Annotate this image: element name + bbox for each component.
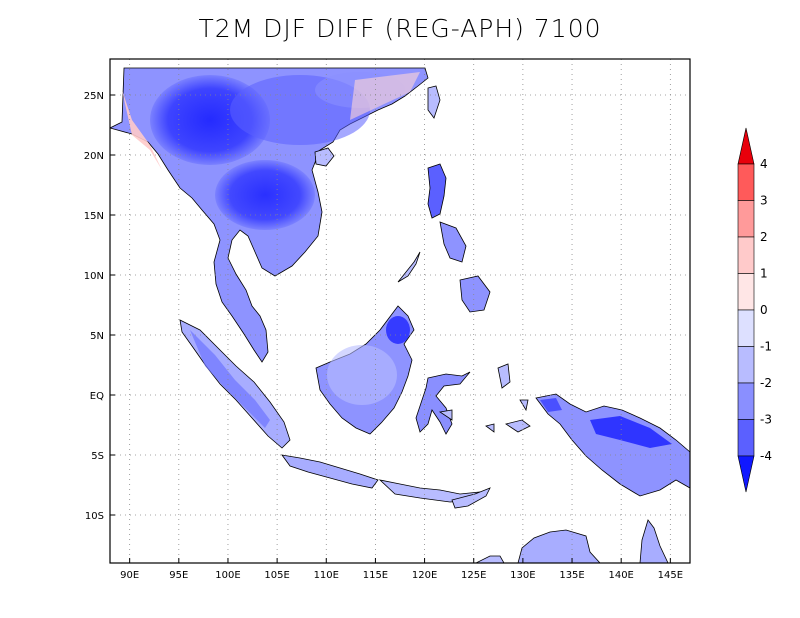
map-grid — [110, 59, 690, 563]
mindanao — [459, 275, 491, 313]
lon-tick-label: 95E — [169, 570, 188, 581]
colorbar-segment — [737, 236, 755, 274]
cape-york — [639, 519, 669, 563]
land-shading — [110, 67, 690, 563]
lat-tick-label: 15N — [84, 211, 104, 222]
lat-tick-label: EQ — [90, 391, 104, 402]
australia-north — [517, 529, 601, 563]
map-frame — [109, 58, 691, 564]
sulawesi — [415, 371, 471, 435]
lon-tick-label: 110E — [314, 570, 339, 581]
lat-tick-label: 25N — [84, 91, 104, 102]
lon-tick-label: 115E — [363, 570, 388, 581]
luzon — [427, 163, 447, 219]
colorbar-label: 1 — [760, 267, 768, 281]
lon-tick-label: 100E — [215, 570, 240, 581]
colorbar-segment — [737, 382, 755, 420]
colorbar-label: 2 — [760, 230, 768, 244]
lon-tick-label: 145E — [658, 570, 683, 581]
colorbar-segment — [737, 163, 755, 201]
lon-tick-label: 140E — [608, 570, 633, 581]
colorbar-label: 3 — [760, 194, 768, 208]
lat-tick-label: 20N — [84, 151, 104, 162]
seram — [505, 419, 531, 433]
lon-tick-label: 130E — [510, 570, 535, 581]
colorbar-label: -1 — [760, 340, 772, 354]
lon-tick-label: 135E — [559, 570, 584, 581]
hainan — [314, 147, 335, 167]
map-title: T2M DJF DIFF (REG-APH) 7100 — [198, 14, 602, 43]
visayas — [439, 221, 467, 263]
colorbar: 4 3 2 1 0 -1 -2 -3 -4 — [737, 127, 772, 493]
colorbar-segment — [737, 309, 755, 347]
lon-tick-label: 105E — [264, 570, 289, 581]
java — [281, 454, 379, 489]
colorbar-segment — [737, 346, 755, 384]
lon-tick-label: 125E — [461, 570, 486, 581]
lat-tick-label: 5S — [91, 451, 104, 462]
colorbar-label: 0 — [760, 303, 768, 317]
colorbar-label: -2 — [760, 376, 772, 390]
palawan — [397, 251, 421, 283]
colorbar-segment — [737, 273, 755, 311]
colorbar-over-triangle — [737, 127, 755, 165]
lon-tick-label: 90E — [120, 570, 139, 581]
lat-tick-label: 10N — [84, 271, 104, 282]
colorbar-label: -3 — [760, 413, 772, 427]
colorbar-label: 4 — [760, 157, 768, 171]
new-guinea — [535, 393, 690, 497]
lat-tick-label: 5N — [90, 331, 104, 342]
colorbar-segment — [737, 419, 755, 457]
timor — [451, 487, 491, 509]
colorbar-label: -4 — [760, 449, 772, 463]
lon-tick-labels: 90E 95E 100E 105E 110E 115E 120E 125E 130E 135E 14… — [120, 558, 683, 581]
lat-tick-label: 10S — [85, 511, 104, 522]
taiwan — [427, 85, 441, 119]
lon-tick-label: 120E — [412, 570, 437, 581]
halmahera — [497, 363, 511, 389]
colorbar-under-triangle — [737, 455, 755, 493]
colorbar-segment — [737, 200, 755, 238]
lat-tick-labels: 25N 20N 15N 10N 5N EQ 5S 10S — [84, 91, 115, 522]
